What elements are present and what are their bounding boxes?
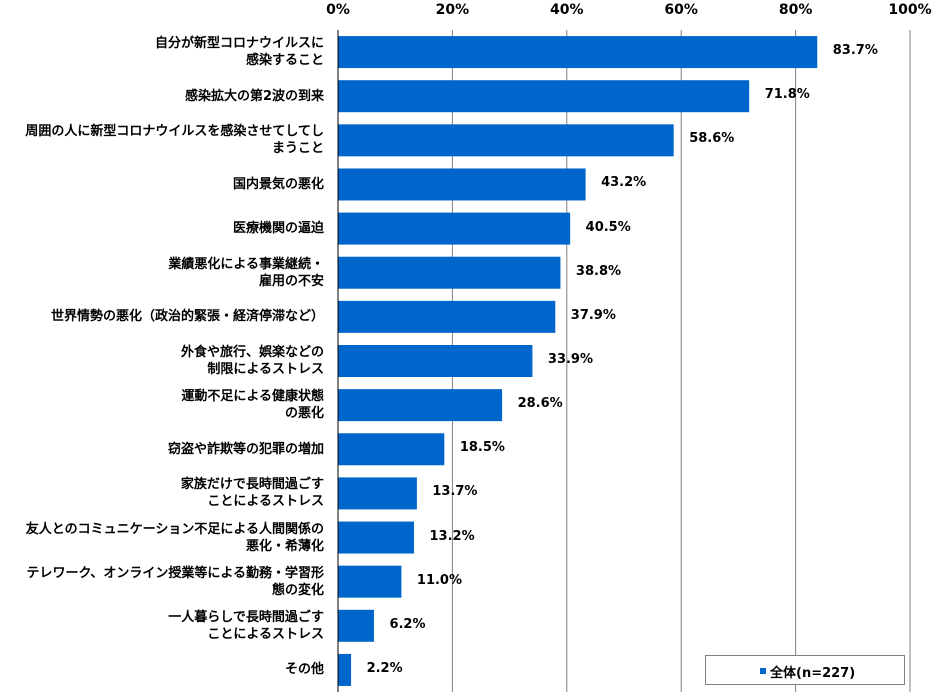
category-label: 医療機関の逼迫 bbox=[232, 221, 324, 237]
data-label: 2.2% bbox=[366, 660, 403, 676]
data-label: 11.0% bbox=[416, 572, 463, 588]
category-label: その他 bbox=[284, 662, 324, 678]
data-label: 58.6% bbox=[689, 131, 735, 147]
x-tick-label: 20% bbox=[435, 2, 470, 18]
bar bbox=[338, 212, 571, 245]
x-tick-label: 0% bbox=[326, 2, 350, 18]
bar bbox=[338, 36, 818, 69]
category-label: 周囲の人に新型コロナウイルスを感染させてしてし まうこと bbox=[25, 124, 324, 157]
category-label: 家族だけで長時間過ごす ことによるストレス bbox=[180, 477, 324, 510]
data-label: 38.8% bbox=[575, 263, 622, 279]
legend-swatch bbox=[760, 668, 766, 674]
category-label: 運動不足による健康状態 の悪化 bbox=[181, 389, 324, 422]
category-label: テレワーク、オンライン授業等による勤務・学習形 態の変化 bbox=[26, 565, 324, 598]
bar bbox=[338, 477, 417, 510]
data-label: 33.9% bbox=[547, 352, 594, 367]
data-label: 18.5% bbox=[459, 440, 505, 456]
category-label: 一人暮らしで長時間過ごす ことによるストレス bbox=[168, 609, 324, 642]
category-label: 感染拡大の第2波の到来 bbox=[184, 88, 324, 104]
bar bbox=[338, 80, 750, 113]
legend: 全体(n=227) bbox=[705, 655, 905, 685]
data-label: 13.7% bbox=[432, 484, 478, 500]
x-tick-label: 40% bbox=[550, 2, 584, 18]
bar bbox=[338, 124, 674, 157]
legend-label: 全体(n=227) bbox=[770, 666, 856, 681]
data-label: 71.8% bbox=[764, 87, 810, 103]
bar bbox=[338, 433, 445, 466]
data-label: 83.7% bbox=[832, 43, 878, 59]
category-label: 外食や旅行、娯楽などの 制限によるストレス bbox=[180, 345, 324, 377]
data-label: 28.6% bbox=[517, 396, 563, 412]
data-label: 43.2% bbox=[601, 175, 647, 191]
x-tick-label: 80% bbox=[778, 2, 813, 18]
category-label: 世界情勢の悪化（政治的緊張・経済停滞など） bbox=[50, 309, 324, 325]
bar bbox=[338, 168, 586, 201]
data-label: 40.5% bbox=[585, 219, 631, 235]
bar bbox=[338, 389, 503, 422]
category-label: 自分が新型コロナウイルスに 感染すること bbox=[154, 36, 324, 69]
bar bbox=[338, 345, 533, 377]
bar bbox=[338, 609, 374, 642]
x-tick-label: 60% bbox=[664, 2, 698, 18]
bar bbox=[338, 653, 352, 686]
bar bbox=[338, 300, 556, 333]
category-label: 友人とのコミュニケーション不足による人間関係の 悪化・希薄化 bbox=[25, 521, 324, 554]
bar bbox=[338, 521, 415, 554]
data-label: 6.2% bbox=[389, 616, 426, 632]
category-label: 国内景気の悪化 bbox=[232, 176, 324, 192]
data-label: 37.9% bbox=[570, 307, 616, 323]
category-label: 窃盗や詐欺等の犯罪の増加 bbox=[167, 441, 324, 457]
bar bbox=[338, 565, 402, 598]
category-label: 業績悪化による事業継続・ 雇用の不安 bbox=[168, 256, 324, 289]
data-label: 13.2% bbox=[429, 528, 475, 544]
x-tick-label: 100% bbox=[888, 2, 932, 18]
bar bbox=[338, 256, 561, 289]
